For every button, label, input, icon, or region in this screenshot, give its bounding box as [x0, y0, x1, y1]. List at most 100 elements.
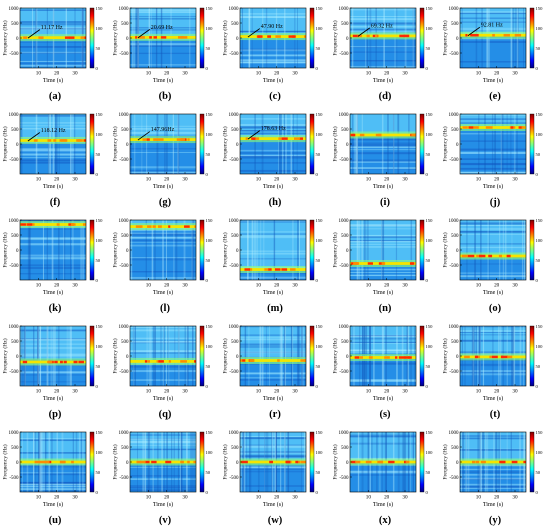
noise-band — [20, 28, 86, 31]
y-tick-label: 0 — [456, 37, 459, 42]
striation — [466, 220, 468, 280]
striation — [149, 326, 152, 386]
noise-band — [350, 379, 416, 382]
striation — [177, 326, 180, 386]
band-hotspot — [300, 460, 306, 464]
noise-band — [240, 273, 306, 275]
striation — [395, 220, 398, 280]
x-tick-label: 10 — [366, 495, 372, 501]
noise-band — [240, 59, 306, 61]
noise-band — [350, 149, 416, 151]
noise-band — [130, 232, 196, 235]
striation — [356, 114, 359, 174]
band-hotspot — [478, 254, 486, 258]
striation — [364, 220, 367, 280]
lower-region — [460, 127, 526, 174]
y-tick-label: 0 — [126, 143, 129, 148]
striation — [39, 326, 42, 386]
noise-band — [350, 161, 416, 163]
y-tick-label: 0 — [16, 143, 19, 148]
striation — [474, 220, 477, 280]
striation — [301, 326, 303, 386]
noise-band — [20, 153, 86, 155]
striation — [57, 326, 60, 386]
band-hotspot — [168, 225, 171, 228]
striation — [72, 220, 74, 280]
x-tick-label: 10 — [146, 177, 152, 183]
y-tick-label: 1000 — [339, 219, 350, 224]
panel-caption: (e) — [489, 91, 501, 102]
noise-band — [20, 254, 86, 257]
colorbar-tick-label: 0 — [96, 66, 99, 71]
panel-caption: (b) — [158, 91, 172, 102]
colorbar-tick-label: 150 — [206, 430, 214, 435]
colorbar-tick-label: 50 — [206, 46, 211, 51]
noise-band — [460, 263, 526, 265]
striation — [358, 220, 360, 280]
noise-band — [20, 46, 86, 48]
noise-band — [350, 46, 416, 48]
lower-region — [130, 139, 196, 174]
y-tick-label: 1000 — [229, 219, 240, 224]
colorbar-tick-label: 100 — [206, 238, 214, 243]
y-axis-label: Frequency (Hz) — [2, 444, 9, 479]
noise-band — [240, 126, 306, 129]
striation — [184, 326, 187, 386]
band-hotspot — [60, 460, 66, 464]
striation — [290, 326, 293, 386]
lower-region — [20, 37, 86, 68]
noise-band — [20, 452, 86, 454]
x-tick-label: 20 — [274, 283, 280, 289]
band-hotspot — [503, 34, 510, 37]
spectrogram-panel: 1000 500 0 -500 10 20 30 Time (s) Frequency (Hz)… — [220, 106, 330, 212]
striation — [50, 326, 52, 386]
noise-band — [460, 373, 526, 376]
striation — [141, 114, 143, 174]
colorbar-tick-label: 100 — [426, 26, 434, 31]
noise-band — [240, 363, 306, 365]
y-tick-label: 0 — [126, 37, 129, 42]
noise-band — [20, 490, 86, 492]
y-tick-label: -500 — [119, 264, 129, 269]
y-tick-label: 500 — [341, 128, 349, 133]
spectrogram-panel: 1000 500 0 -500 10 20 30 Time (s) Frequency (Hz)… — [110, 424, 220, 530]
band-hotspot — [240, 359, 243, 362]
striation — [37, 326, 39, 386]
striation — [70, 220, 71, 280]
noise-band — [240, 379, 306, 381]
band-hotspot — [184, 225, 190, 228]
colorbar-tick-label: 50 — [536, 152, 541, 157]
band-hotspot — [297, 460, 301, 464]
y-tick-label: -500 — [9, 158, 19, 163]
y-axis-label: Frequency (Hz) — [2, 20, 9, 55]
spectrogram-image — [130, 432, 196, 492]
striation — [82, 220, 84, 280]
striation — [269, 326, 271, 386]
noise-band — [350, 243, 416, 245]
band-hotspot — [398, 356, 406, 359]
striation — [133, 326, 135, 386]
x-tick-label: 20 — [274, 177, 280, 183]
band-hotspot — [135, 225, 142, 228]
spectrogram-panel: 1000 500 0 -500 10 20 30 Time (s) Frequency (Hz)… — [0, 212, 110, 318]
striation — [74, 114, 76, 174]
x-axis-label: Time (s) — [483, 77, 503, 84]
band-hotspot — [45, 460, 48, 464]
annotation-arrow — [137, 131, 151, 141]
striation — [146, 326, 148, 386]
spectrogram-image — [350, 8, 416, 68]
colorbar-tick-label: 0 — [536, 490, 539, 495]
x-tick-label: 10 — [476, 177, 482, 183]
striation — [135, 326, 136, 386]
striation — [247, 220, 249, 280]
colorbar-tick-label: 0 — [316, 384, 319, 389]
band-hotspot — [281, 268, 288, 271]
lower-region — [20, 224, 86, 280]
striation — [132, 326, 135, 386]
